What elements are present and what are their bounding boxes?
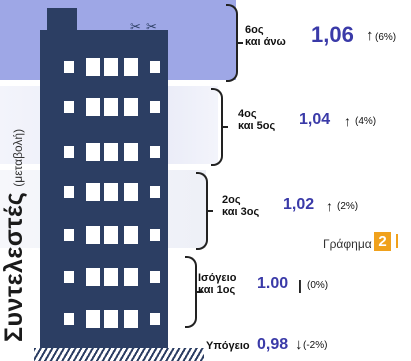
window [64, 146, 74, 158]
window [86, 226, 100, 244]
brace-floors-4-5 [211, 88, 228, 166]
window [124, 226, 138, 244]
side-title-main: Συντελεστές [0, 191, 28, 342]
window [86, 183, 100, 201]
side-title: Συντελεστές (μεταβολή) [0, 129, 29, 342]
window [150, 146, 160, 158]
window [104, 310, 118, 328]
satellite-dish-icon: ✂ [130, 19, 141, 34]
window [104, 183, 118, 201]
brace-floors-ground-1 [185, 256, 202, 328]
window [86, 268, 100, 286]
change-percent: (-2%) [303, 340, 328, 351]
side-title-subtitle: (μεταβολή) [11, 128, 25, 187]
window [124, 310, 138, 328]
window [124, 268, 138, 286]
graph-badge-label: Γράφημα [323, 237, 372, 251]
satellite-dish-icon: ✂ [146, 19, 157, 34]
floor-label-line1: Ισόγειο [198, 272, 237, 284]
floor-label-line1: 2ος [222, 194, 241, 206]
window [64, 271, 74, 283]
floor-label-ground-1: Ισόγειο και 1ος [198, 272, 236, 296]
window [64, 313, 74, 325]
window [64, 229, 74, 241]
window [150, 229, 160, 241]
window [104, 226, 118, 244]
coefficient-value: 1,06 [311, 22, 354, 47]
window [64, 101, 74, 113]
arrow-up-icon: ↑ [366, 27, 374, 44]
coefficient-value: 0,98 [257, 336, 289, 353]
floor-label-basement: Υπόγειο [206, 340, 250, 352]
window [86, 143, 100, 161]
window [150, 271, 160, 283]
floor-label-line2: και 5ος [238, 120, 276, 132]
window [124, 143, 138, 161]
floor-label-line1: 6ος [245, 24, 264, 36]
window [104, 58, 118, 76]
window [124, 58, 138, 76]
arrow-up-icon: ↑ [344, 113, 351, 129]
floor-label-2-3: 2ος και 3ος [222, 194, 259, 218]
floor-label-line2: και 1ος [198, 284, 236, 296]
window [64, 61, 74, 73]
change-percent: (0%) [307, 280, 329, 291]
brace-top-floors [226, 4, 243, 82]
coefficient-value: 1.00 [257, 275, 289, 292]
no-change-icon: | [298, 277, 302, 293]
coefficient-value: 1,04 [299, 111, 331, 128]
window [150, 313, 160, 325]
graph-badge-number: 2 [374, 232, 391, 251]
window [124, 183, 138, 201]
floor-label-line2: και 3ος [222, 206, 260, 218]
coefficient-value: 1,02 [283, 196, 315, 213]
window [150, 61, 160, 73]
window [150, 186, 160, 198]
window [86, 310, 100, 328]
floor-label-4-5: 4ος και 5ος [238, 108, 275, 132]
arrow-down-icon: ↓ [295, 336, 303, 353]
window [86, 58, 100, 76]
ground-hatch [34, 348, 204, 361]
change-percent: (6%) [375, 32, 397, 43]
graph-badge-accent [396, 234, 398, 248]
arrow-up-icon: ↑ [326, 198, 333, 214]
window [104, 268, 118, 286]
floor-label-6-up: 6ος και άνω [245, 24, 286, 48]
floor-label-line1: 4ος [238, 108, 257, 120]
window [104, 143, 118, 161]
floor-label-line1: Υπόγειο [206, 340, 250, 352]
window [64, 186, 74, 198]
window [150, 101, 160, 113]
window [86, 98, 100, 116]
brace-floors-2-3 [196, 172, 213, 250]
floor-label-line2: και άνω [245, 36, 286, 48]
window [124, 98, 138, 116]
change-percent: (2%) [337, 201, 359, 212]
change-percent: (4%) [355, 116, 377, 127]
window [104, 98, 118, 116]
